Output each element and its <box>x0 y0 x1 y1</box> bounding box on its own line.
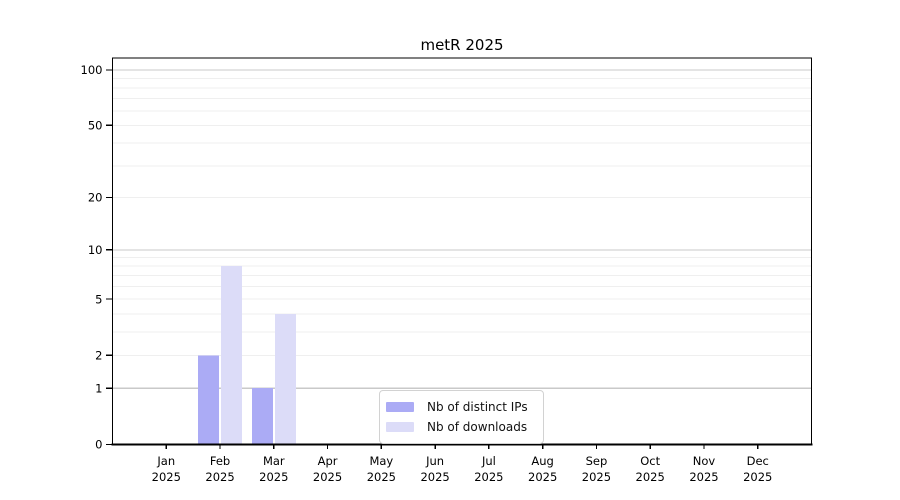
x-tick-label-year: 2025 <box>636 470 665 484</box>
bar-downloads-feb <box>221 266 243 445</box>
bar-distinct-ips-feb <box>198 355 220 445</box>
x-tick-label-month: Aug <box>531 454 553 468</box>
x-tick-label-month: Sep <box>586 454 608 468</box>
y-tick-label: 20 <box>88 191 103 205</box>
y-tick-label: 5 <box>95 292 102 306</box>
x-tick-label-year: 2025 <box>313 470 342 484</box>
legend-swatch-distinct-ips <box>386 401 414 413</box>
y-tick-label: 100 <box>81 63 103 77</box>
x-tick-label-year: 2025 <box>420 470 449 484</box>
x-tick-label-month: May <box>369 454 393 468</box>
legend-label-downloads: Nb of downloads <box>427 420 528 434</box>
x-tick-label-year: 2025 <box>152 470 181 484</box>
x-tick-label-year: 2025 <box>205 470 234 484</box>
x-tick-label-month: Oct <box>640 454 660 468</box>
x-tick-label-year: 2025 <box>689 470 718 484</box>
legend-entry-downloads: Nb of downloads <box>386 417 533 437</box>
y-tick-label: 1 <box>95 381 102 395</box>
legend: Nb of distinct IPs Nb of downloads <box>379 390 544 444</box>
y-tick-label: 10 <box>88 243 103 257</box>
bar-downloads-mar <box>274 313 296 445</box>
legend-label-distinct-ips: Nb of distinct IPs <box>427 400 528 414</box>
x-tick-label-year: 2025 <box>743 470 772 484</box>
y-tick-label: 0 <box>95 438 102 452</box>
x-tick-label-year: 2025 <box>474 470 503 484</box>
y-tick-label: 2 <box>95 349 102 363</box>
x-tick-label-month: Apr <box>318 454 338 468</box>
x-tick-label-year: 2025 <box>259 470 288 484</box>
x-tick-label-month: Feb <box>210 454 230 468</box>
x-tick-label-month: Jul <box>481 454 496 468</box>
x-tick-label-month: Dec <box>747 454 769 468</box>
x-tick-label-month: Mar <box>263 454 285 468</box>
chart-title: metR 2025 <box>420 36 504 54</box>
y-tick-label: 50 <box>88 119 103 133</box>
x-tick-label-month: Jun <box>425 454 444 468</box>
legend-entry-distinct-ips: Nb of distinct IPs <box>386 397 533 417</box>
legend-swatch-downloads <box>386 421 414 433</box>
x-tick-label-month: Jan <box>156 454 175 468</box>
x-tick-label-month: Nov <box>693 454 716 468</box>
x-tick-label-year: 2025 <box>528 470 557 484</box>
bar-distinct-ips-mar <box>251 388 273 445</box>
x-tick-label-year: 2025 <box>582 470 611 484</box>
x-tick-label-year: 2025 <box>367 470 396 484</box>
